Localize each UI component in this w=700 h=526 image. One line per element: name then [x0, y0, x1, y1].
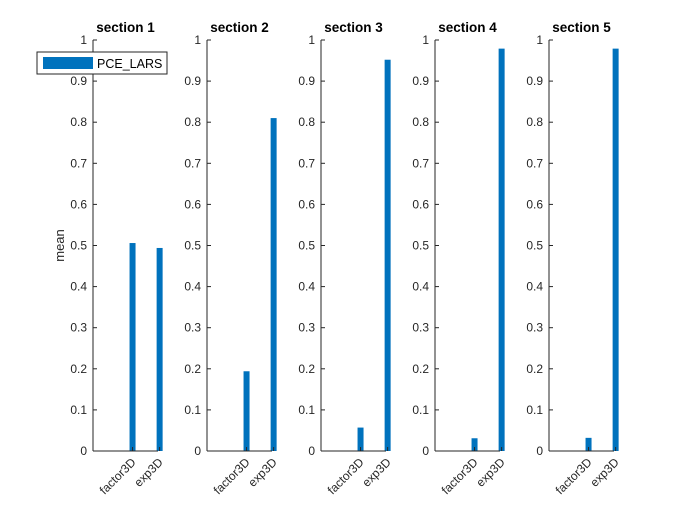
- y-tick-label: 0.6: [526, 197, 543, 211]
- x-tick-label: exp3D: [245, 455, 280, 490]
- subplot-title: section 1: [96, 20, 155, 35]
- bar: [585, 437, 592, 451]
- y-tick-label: 0.4: [70, 280, 87, 294]
- legend: PCE_LARS: [36, 51, 168, 75]
- x-tick-label: exp3D: [473, 455, 508, 490]
- y-axis-label: mean: [52, 229, 67, 262]
- x-tick-label: exp3D: [587, 455, 622, 490]
- subplot-3: section 3 0 0.1 0.2 0.3 0.4 0.5 0.6 0.7 0.8 0.9 1 fa…: [298, 20, 394, 497]
- x-tick-label: factor3D: [325, 455, 367, 497]
- y-tick-label: 0.1: [526, 403, 543, 417]
- y-tick-label: 0.6: [298, 197, 315, 211]
- y-tick-label: 0.9: [526, 74, 543, 88]
- y-tick-label: 0.1: [184, 403, 201, 417]
- y-tick-label: 1: [194, 33, 201, 47]
- y-tick-label: 0: [422, 444, 429, 458]
- y-tick-label: 0.5: [298, 239, 315, 253]
- y-tick-label: 0.7: [298, 156, 315, 170]
- y-tick-label: 0.3: [70, 321, 87, 335]
- y-tick-label: 0.8: [298, 115, 315, 129]
- bar: [270, 118, 277, 451]
- y-tick-label: 0.1: [70, 403, 87, 417]
- subplot-1: section 1 0 0.1 0.2 0.3 0.4 0.5 0.6 0.7 0.8 0.9 1 fa…: [36, 20, 168, 497]
- subplot-title: section 5: [552, 20, 611, 35]
- y-tick-label: 0.2: [526, 362, 543, 376]
- y-tick-label: 1: [308, 33, 315, 47]
- y-tick-label: 0.8: [526, 115, 543, 129]
- bar: [129, 243, 136, 451]
- bar: [471, 438, 478, 451]
- y-tick-label: 0.6: [184, 197, 201, 211]
- x-tick-label: factor3D: [97, 455, 139, 497]
- y-tick-label: 0.4: [526, 280, 543, 294]
- y-tick-label: 0.3: [412, 321, 429, 335]
- y-tick-label: 0.9: [184, 74, 201, 88]
- y-tick-label: 0.3: [526, 321, 543, 335]
- bar: [384, 59, 391, 452]
- y-tick-label: 0.3: [184, 321, 201, 335]
- y-tick-label: 0.9: [298, 74, 315, 88]
- y-tick-label: 1: [422, 33, 429, 47]
- y-tick-label: 0.6: [412, 197, 429, 211]
- y-tick-label: 0.2: [412, 362, 429, 376]
- subplot-title: section 2: [210, 20, 269, 35]
- y-tick-label: 0.5: [526, 239, 543, 253]
- y-tick-label: 0.7: [184, 156, 201, 170]
- bar: [498, 48, 505, 451]
- x-tick-label: factor3D: [553, 455, 595, 497]
- y-tick-label: 0: [194, 444, 201, 458]
- y-tick-label: 0.7: [70, 156, 87, 170]
- y-tick-label: 0.4: [184, 280, 201, 294]
- y-tick-label: 0.2: [70, 362, 87, 376]
- bar: [243, 371, 250, 451]
- x-tick-label: exp3D: [359, 455, 394, 490]
- y-tick-label: 0.4: [412, 280, 429, 294]
- y-tick-label: 0.8: [184, 115, 201, 129]
- subplot-title: section 4: [438, 20, 497, 35]
- subplot-title: section 3: [324, 20, 383, 35]
- y-tick-label: 1: [80, 33, 87, 47]
- y-tick-label: 1: [536, 33, 543, 47]
- y-tick-label: 0.5: [412, 239, 429, 253]
- y-tick-label: 0.7: [526, 156, 543, 170]
- y-tick-label: 0.4: [298, 280, 315, 294]
- y-tick-label: 0.7: [412, 156, 429, 170]
- y-tick-label: 0.2: [298, 362, 315, 376]
- y-tick-label: 0.6: [70, 197, 87, 211]
- y-tick-label: 0: [308, 444, 315, 458]
- y-tick-label: 0.9: [412, 74, 429, 88]
- subplot-4: section 4 0 0.1 0.2 0.3 0.4 0.5 0.6 0.7 0.8 0.9 1 fa…: [412, 20, 508, 497]
- y-tick-label: 0.2: [184, 362, 201, 376]
- legend-swatch: [43, 57, 93, 69]
- y-tick-label: 0.5: [70, 239, 87, 253]
- bar: [612, 48, 619, 451]
- y-tick-label: 0.8: [412, 115, 429, 129]
- subplot-5: section 5 0 0.1 0.2 0.3 0.4 0.5 0.6 0.7 0.8 0.9 1 fa…: [526, 20, 622, 497]
- y-tick-label: 0.5: [184, 239, 201, 253]
- y-tick-label: 0.9: [70, 74, 87, 88]
- y-tick-label: 0.1: [412, 403, 429, 417]
- x-tick-label: exp3D: [131, 455, 166, 490]
- y-tick-label: 0: [80, 444, 87, 458]
- legend-label: PCE_LARS: [97, 57, 162, 71]
- subplot-2: section 2 0 0.1 0.2 0.3 0.4 0.5 0.6 0.7 0.8 0.9 1 fa…: [184, 20, 280, 497]
- y-tick-label: 0.1: [298, 403, 315, 417]
- y-tick-label: 0: [536, 444, 543, 458]
- bar: [357, 427, 364, 451]
- y-tick-label: 0.8: [70, 115, 87, 129]
- x-tick-label: factor3D: [211, 455, 253, 497]
- x-tick-label: factor3D: [439, 455, 481, 497]
- bar: [156, 247, 163, 451]
- y-tick-label: 0.3: [298, 321, 315, 335]
